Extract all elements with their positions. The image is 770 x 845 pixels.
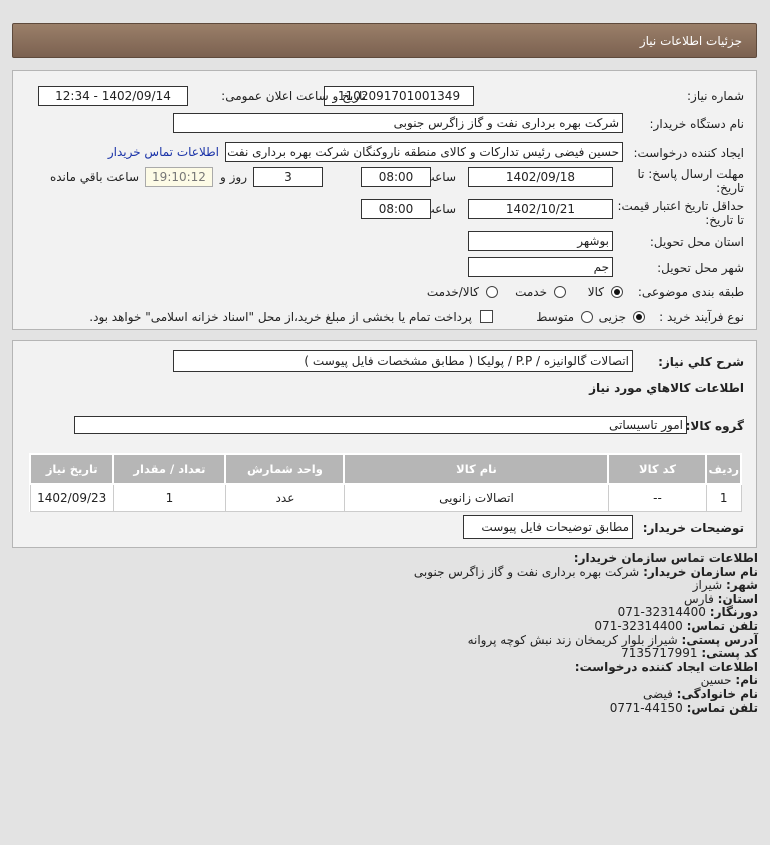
buyer-contact-link[interactable]: اطلاعات تماس خریدار [107, 145, 219, 159]
process-label: نوع فرآیند خرید : [659, 310, 744, 324]
cell-unit: عدد [224, 483, 345, 512]
description-label: شرح كلي نياز: [658, 355, 744, 369]
buyer-notes-field: مطابق توضیحات فایل پیوست [463, 515, 633, 539]
contact-postal-code: کد پستی: 7135717991 [621, 646, 758, 661]
col-row: ردیف [705, 453, 742, 485]
cell-row: 1 [705, 483, 742, 512]
need-number-field: 1102091701001349 [324, 86, 474, 106]
contact-address: آدرس پستی: شیراز بلوار کریمخان زند نبش ک… [467, 632, 758, 647]
announce-field: 1402/09/14 - 12:34 [38, 86, 188, 106]
province-field: بوشهر [468, 231, 613, 251]
buyer-field: شرکت بهره برداری نفت و گاز زاگرس جنوبی [173, 113, 623, 133]
contact-phone: تلفن تماس: 071-32314400 [594, 618, 758, 633]
category-option-goods-service: کالا/خدمت [426, 285, 479, 299]
col-unit: واحد شمارش [224, 453, 346, 485]
deadline-time-field: 08:00 [361, 167, 431, 187]
treasury-payment-checkbox[interactable] [480, 310, 493, 323]
process-option-minor: جزیی [598, 310, 626, 324]
page-header: جزئیات اطلاعات نیاز [12, 23, 757, 58]
category-radio-goods[interactable] [611, 286, 623, 298]
process-option-medium: متوسط [536, 310, 574, 324]
province-label: استان محل تحویل: [649, 235, 744, 249]
contact-province: استان: فارس [683, 591, 758, 606]
deadline-time-label: ساعت [423, 170, 456, 184]
category-radio-service[interactable] [554, 286, 566, 298]
page-title: جزئیات اطلاعات نیاز [639, 34, 742, 48]
col-code: کد کالا [607, 453, 708, 485]
table-header-row: ردیف کد کالا نام کالا واحد شمارش تعداد /… [28, 453, 742, 485]
creator-title: اطلاعات ایجاد کننده درخواست: [574, 659, 758, 674]
validity-date-field: 1402/10/21 [468, 199, 613, 219]
category-label: طبقه بندی موضوعی: [637, 285, 744, 299]
days-field: 3 [253, 167, 323, 187]
creator-field: حسین فیضی رئیس تدارکات و کالای منطقه نار… [225, 142, 623, 162]
category-option-service: خدمت [515, 285, 547, 299]
validity-label: حداقل تاریخ اعتبار قیمت: تا تاریخ: [617, 199, 744, 227]
buyer-label: نام دستگاه خریدار: [649, 117, 745, 131]
contact-fax: دورنگار: 071-32314400 [617, 605, 758, 620]
col-name: نام کالا [343, 453, 610, 485]
city-field: جم [468, 257, 613, 277]
process-radio-medium[interactable] [581, 311, 593, 323]
validity-time-field: 08:00 [361, 199, 431, 219]
goods-table: ردیف کد کالا نام کالا واحد شمارش تعداد /… [28, 453, 742, 512]
process-radio-minor[interactable] [633, 311, 645, 323]
description-field: اتصالات گالوانیزه / P.P / پولیکا ( مطابق… [173, 350, 633, 372]
col-date: تاریخ نیاز [28, 453, 115, 485]
category-option-goods: کالا [587, 285, 604, 299]
cell-code: -- [607, 483, 707, 512]
table-row: 1 -- اتصالات زانویی عدد 1 1402/09/23 [29, 483, 742, 512]
city-label: شهر محل تحویل: [657, 261, 744, 275]
announce-label: تاریخ و ساعت اعلان عمومی: [221, 89, 366, 103]
buyer-contact-info: اطلاعات تماس سازمان خریدار: نام سازمان خ… [413, 551, 758, 715]
contact-org: نام سازمان خریدار: شرکت بهره برداری نفت … [413, 564, 758, 579]
creator-last-name: نام خانوادگی: فیضی [643, 686, 758, 701]
remaining-label: ساعت باقي مانده [49, 170, 139, 184]
need-details-panel: شماره نیاز: 1102091701001349 تاریخ و ساع… [12, 70, 757, 330]
payment-note: پرداخت تمام یا بخشی از مبلغ خرید،از محل … [89, 310, 472, 324]
buyer-notes-label: توضیحات خریدار: [642, 521, 744, 535]
cell-qty: 1 [112, 483, 226, 512]
creator-phone: تلفن تماس: 0771-44150 [609, 700, 758, 715]
contact-title: اطلاعات تماس سازمان خریدار: [573, 551, 758, 565]
cell-date: 1402/09/23 [29, 483, 114, 512]
creator-first-name: نام: حسین [700, 673, 758, 688]
summary-panel: شرح كلي نياز: اتصالات گالوانیزه / P.P / … [12, 340, 757, 548]
deadline-date-field: 1402/09/18 [468, 167, 613, 187]
category-radio-goods-service[interactable] [486, 286, 498, 298]
validity-time-label: ساعت [423, 202, 456, 216]
goods-group-field: امور تاسیساتی [74, 416, 687, 434]
remaining-time-field: 19:10:12 [145, 167, 213, 187]
goods-section-title: اطلاعات کالاهاي مورد نياز [589, 381, 744, 395]
need-number-label: شماره نیاز: [687, 89, 744, 103]
cell-name: اتصالات زانویی [343, 483, 609, 512]
goods-group-label: گروه کالا: [685, 419, 744, 433]
creator-label: ایجاد کننده درخواست: [633, 146, 744, 160]
days-label: روز و [220, 170, 247, 184]
col-qty: تعداد / مقدار [112, 453, 227, 485]
deadline-label: مهلت ارسال پاسخ: تا تاریخ: [637, 167, 744, 195]
contact-city: شهر: شیراز [692, 578, 758, 593]
